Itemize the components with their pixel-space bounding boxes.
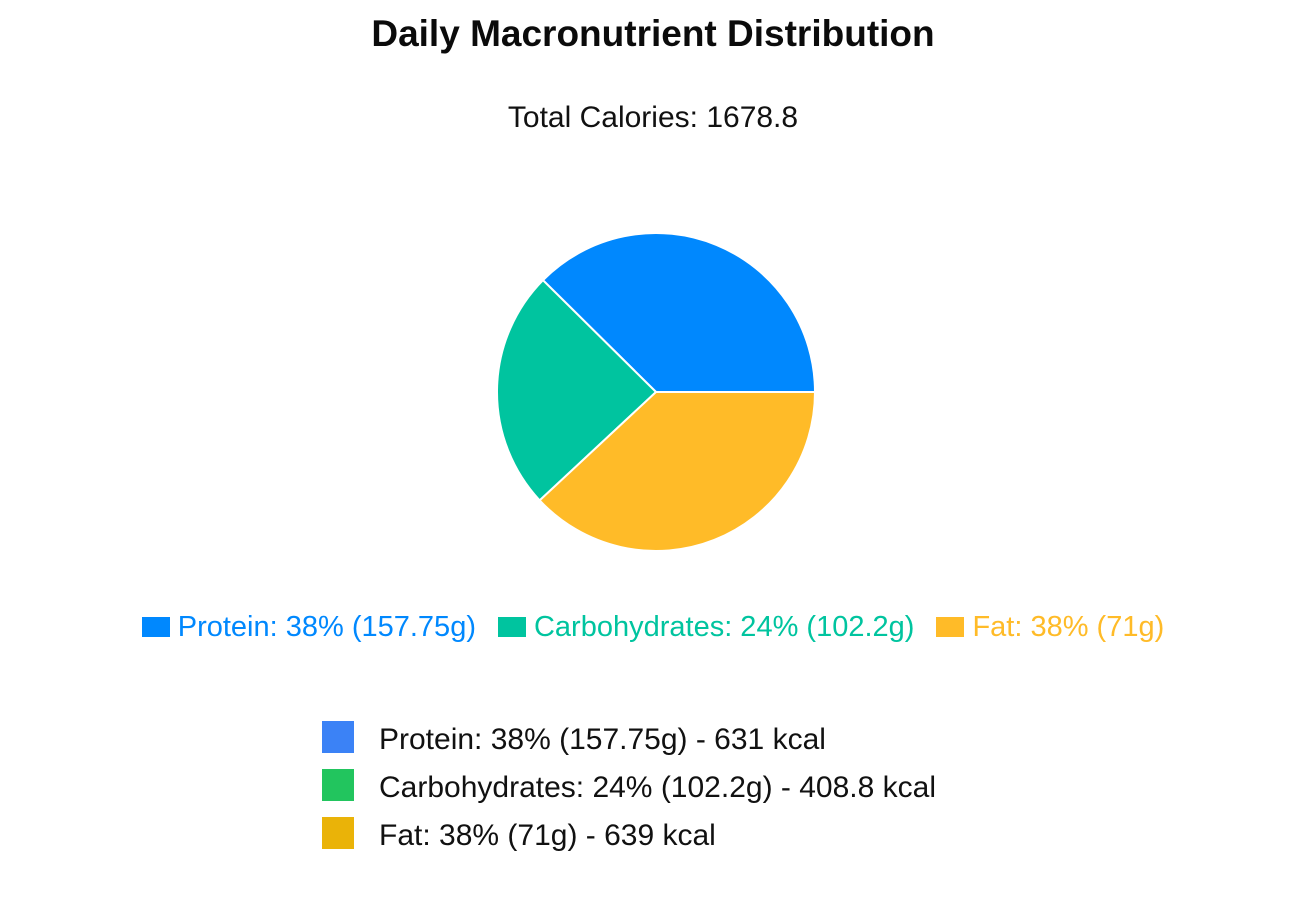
- summary-swatch-fat: [322, 817, 354, 849]
- chart-legend: Protein: 38% (157.75g) Carbohydrates: 24…: [0, 604, 1306, 650]
- legend-entry-protein[interactable]: Protein: 38% (157.75g): [141, 604, 476, 650]
- pie-slices: [496, 231, 817, 552]
- summary-row-fat: Fat: 38% (71g) - 639 kcal: [322, 814, 1222, 862]
- legend-swatch-protein: [141, 617, 170, 637]
- legend-swatch-fat: [936, 617, 965, 637]
- summary-text-fat: Fat: 38% (71g) - 639 kcal: [379, 819, 716, 852]
- legend-label-fat: Fat: 38% (71g): [972, 611, 1165, 643]
- legend-label-protein: Protein: 38% (157.75g): [177, 611, 476, 643]
- summary-swatch-protein: [322, 721, 354, 753]
- legend-swatch-carbohydrates: [497, 617, 526, 637]
- summary-row-carbohydrates: Carbohydrates: 24% (102.2g) - 408.8 kcal: [322, 766, 1222, 814]
- summary-text-protein: Protein: 38% (157.75g) - 631 kcal: [379, 723, 826, 756]
- pie-slice-fat[interactable]: [538, 391, 817, 552]
- summary-swatch-carbohydrates: [322, 769, 354, 801]
- pie-slice-protein[interactable]: [541, 231, 817, 393]
- legend-entry-carbohydrates[interactable]: Carbohydrates: 24% (102.2g): [497, 604, 915, 650]
- legend-label-carbohydrates: Carbohydrates: 24% (102.2g): [533, 611, 915, 643]
- summary-text-carbohydrates: Carbohydrates: 24% (102.2g) - 408.8 kcal: [379, 771, 936, 804]
- pie-slice-carbohydrates[interactable]: [496, 278, 658, 502]
- legend-entry-fat[interactable]: Fat: 38% (71g): [936, 604, 1164, 650]
- pie-chart: [496, 231, 817, 552]
- summary-row-protein: Protein: 38% (157.75g) - 631 kcal: [322, 718, 1222, 766]
- macronutrient-summary-list: Protein: 38% (157.75g) - 631 kcal Carboh…: [322, 718, 1222, 862]
- chart-title: Daily Macronutrient Distribution: [371, 13, 935, 54]
- total-calories-subtitle: Total Calories: 1678.8: [507, 101, 799, 134]
